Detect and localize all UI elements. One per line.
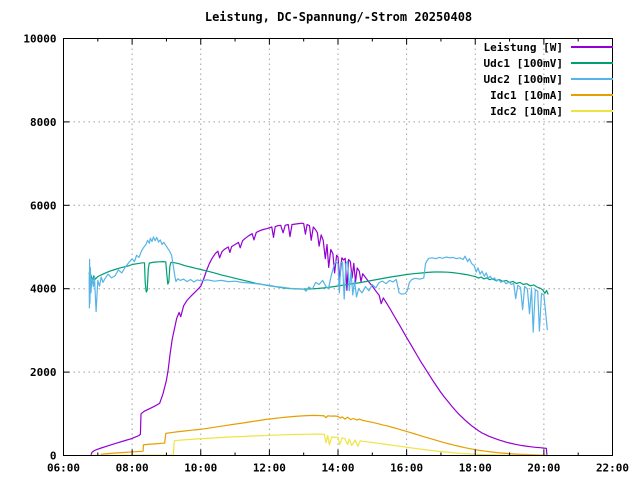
legend-line-sample-udc1-100mv [571,62,613,64]
y-tick-label-10000: 10000 [23,33,56,46]
y-tick-label-6000: 6000 [30,199,57,212]
legend-item-udc2-100mv: Udc2 [100mV] [484,71,613,87]
legend-label-udc1-100mv: Udc1 [100mV] [483,56,563,70]
legend-item-leistung-w: Leistung [W] [484,39,613,55]
series-line-idc2-10ma [90,433,548,457]
legend-line-sample-udc2-100mv [571,78,613,80]
chart-title: Leistung, DC-Spannung/-Strom 20250408 [204,10,473,24]
x-tick-label-14-00: 14:00 [321,462,354,475]
x-tick-label-06-00: 06:00 [47,462,80,475]
legend-item-idc2-10ma: Idc2 [10mA] [484,103,613,119]
series-line-udc1-100mv [88,261,549,295]
x-tick-label-22-00: 22:00 [596,462,629,475]
x-tick-label-16-00: 16:00 [390,462,423,475]
legend-label-idc2-10ma: Idc2 [10mA] [490,104,563,118]
legend-item-udc1-100mv: Udc1 [100mV] [484,55,613,71]
legend: Leistung [W] Udc1 [100mV] Udc2 [100mV] Idc1… [484,39,613,119]
y-tick-label-2000: 2000 [30,366,57,379]
y-tick-label-4000: 4000 [30,283,57,296]
legend-label-udc2-100mv: Udc2 [100mV] [483,72,563,86]
y-tick-label-8000: 8000 [30,116,57,129]
series-line-leistung-w [90,222,548,457]
legend-line-sample-idc2-10ma [571,110,613,112]
legend-label-idc1-10ma: Idc1 [10mA] [490,88,563,102]
series-line-udc2-100mv [88,236,548,333]
x-tick-label-18-00: 18:00 [459,462,492,475]
legend-line-sample-leistung-w [571,46,613,48]
x-tick-label-08-00: 08:00 [116,462,149,475]
legend-item-idc1-10ma: Idc1 [10mA] [484,87,613,103]
x-tick-label-12-00: 12:00 [253,462,286,475]
x-tick-label-10-00: 10:00 [184,462,217,475]
x-tick-label-20-00: 20:00 [527,462,560,475]
legend-line-sample-idc1-10ma [571,94,613,96]
y-tick-label-0: 0 [50,450,57,463]
legend-label-leistung-w: Leistung [W] [483,40,563,54]
series-line-idc1-10ma [100,414,548,457]
